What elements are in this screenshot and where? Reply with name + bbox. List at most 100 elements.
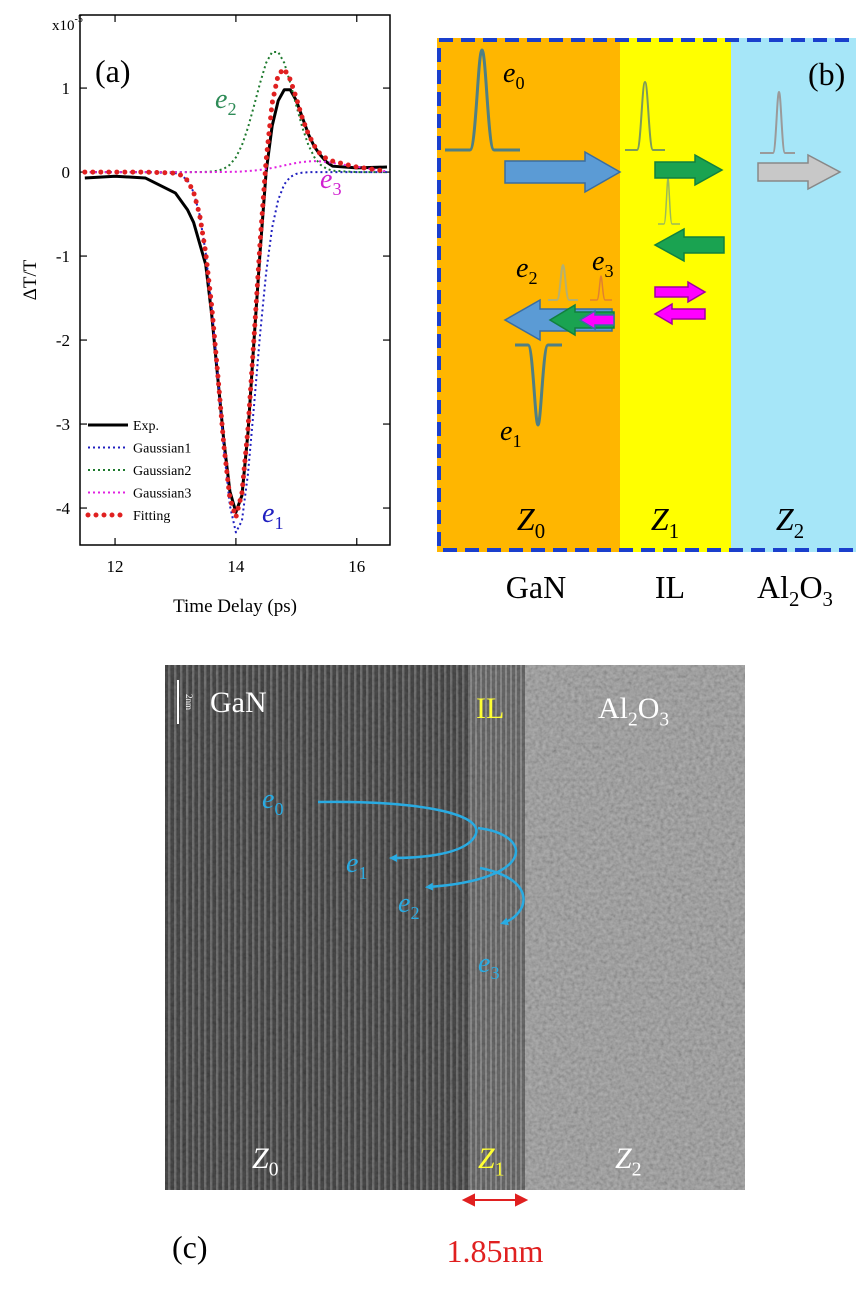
gan-region	[437, 38, 620, 552]
subscript: 1	[512, 431, 521, 451]
text-part: Z	[517, 501, 536, 537]
pulse	[515, 343, 562, 427]
zone-label: Z2	[776, 501, 804, 543]
panel-c	[165, 665, 745, 1207]
zone-label: Z0	[517, 501, 545, 543]
text-part: e	[262, 784, 274, 815]
text-part: IL	[655, 569, 685, 605]
arrows	[503, 150, 842, 342]
text-part: IL	[476, 692, 504, 725]
subscript: 2	[628, 710, 638, 731]
pulse	[590, 275, 612, 301]
subscript: 1	[274, 513, 283, 533]
thickness-arrow	[461, 1193, 529, 1207]
subscript: 1	[669, 520, 679, 543]
subscript: 1	[495, 1160, 505, 1181]
pulse	[445, 48, 520, 152]
panel-label: (b)	[808, 56, 845, 92]
arrow	[654, 153, 724, 187]
text-part: O	[638, 692, 660, 725]
text-part: e	[262, 498, 274, 529]
subscript: 0	[535, 520, 545, 543]
subscript: 3	[823, 588, 833, 611]
text-part: Z	[478, 1142, 495, 1175]
x-axis-label: Time Delay (ps)	[173, 596, 297, 617]
y-multiplier: x10-5	[52, 14, 83, 34]
text-part: e	[215, 84, 227, 115]
panel-label: (a)	[95, 53, 131, 89]
dashed-border	[437, 38, 856, 552]
arrow	[578, 309, 615, 331]
curved-arrow	[425, 826, 518, 891]
y-tick-label: -3	[56, 415, 70, 434]
arrow	[757, 153, 842, 191]
electron-label: e2	[398, 888, 420, 923]
text-part: e	[503, 58, 515, 89]
subscript: 3	[604, 261, 613, 281]
annotation: e2	[215, 84, 237, 119]
layer-label: Al2O3	[757, 569, 833, 611]
arrow-head	[461, 1193, 475, 1207]
y-tick-label: -2	[56, 331, 70, 350]
subscript: 2	[410, 903, 419, 923]
x-tick-label: 12	[107, 557, 124, 576]
text-part: e	[398, 888, 410, 919]
arrow	[653, 302, 706, 326]
text-part: Z	[252, 1142, 269, 1175]
electron-label: e2	[516, 253, 538, 288]
text-part: Al	[757, 569, 789, 605]
zone-label: Z1	[651, 501, 679, 543]
multiplier-exponent: -5	[75, 14, 83, 25]
subscript: 0	[274, 799, 283, 819]
curved-arrow	[317, 800, 478, 862]
layer-label: IL	[476, 692, 504, 725]
y-tick-label: 0	[62, 163, 71, 182]
text-part: e	[478, 948, 490, 979]
annotation: e1	[262, 498, 284, 533]
subscript: 0	[269, 1160, 279, 1181]
annotation: e3	[320, 164, 342, 199]
subscript: 2	[632, 1160, 642, 1181]
text-part: e	[320, 164, 332, 195]
legend-label: Gaussian3	[133, 487, 191, 502]
text-part: Al	[598, 692, 628, 725]
subscript: 1	[358, 863, 367, 883]
y-axis-label: ΔT/T	[20, 259, 41, 300]
text-part: GaN	[506, 569, 566, 605]
electron-label: e1	[500, 416, 522, 451]
electron-label: e0	[262, 784, 284, 819]
text-part: Z	[615, 1142, 632, 1175]
electron-label: e0	[503, 58, 525, 93]
subscript: 3	[659, 710, 669, 731]
subscript: 2	[794, 520, 804, 543]
pulse	[625, 80, 665, 151]
text-part: e	[346, 848, 358, 879]
curved-arrow	[479, 866, 525, 926]
subscript: 2	[227, 99, 236, 119]
x-tick-label: 14	[227, 557, 245, 576]
legend-label: Gaussian1	[133, 442, 191, 457]
arrow-head	[515, 1193, 529, 1207]
text-part: GaN	[210, 686, 267, 719]
subscript: 2	[789, 588, 799, 611]
y-tick-label: 1	[62, 79, 71, 98]
zone-label: Z1	[478, 1142, 504, 1181]
text-part: e	[500, 416, 512, 447]
arrow	[504, 150, 622, 194]
series-line	[82, 66, 390, 520]
legend-label: Exp.	[133, 419, 159, 434]
electron-label: e3	[478, 948, 500, 983]
subscript: 3	[490, 963, 499, 983]
text-part: Z	[651, 501, 670, 537]
multiplier-base: x10	[52, 18, 75, 34]
pulse	[760, 90, 795, 154]
arrow	[654, 280, 707, 304]
layer-label: Al2O3	[598, 692, 669, 731]
text-part: Z	[776, 501, 795, 537]
curved-arrows	[317, 800, 525, 926]
subscript: 0	[515, 73, 524, 93]
electron-label: e1	[346, 848, 368, 883]
series-line	[84, 171, 387, 534]
